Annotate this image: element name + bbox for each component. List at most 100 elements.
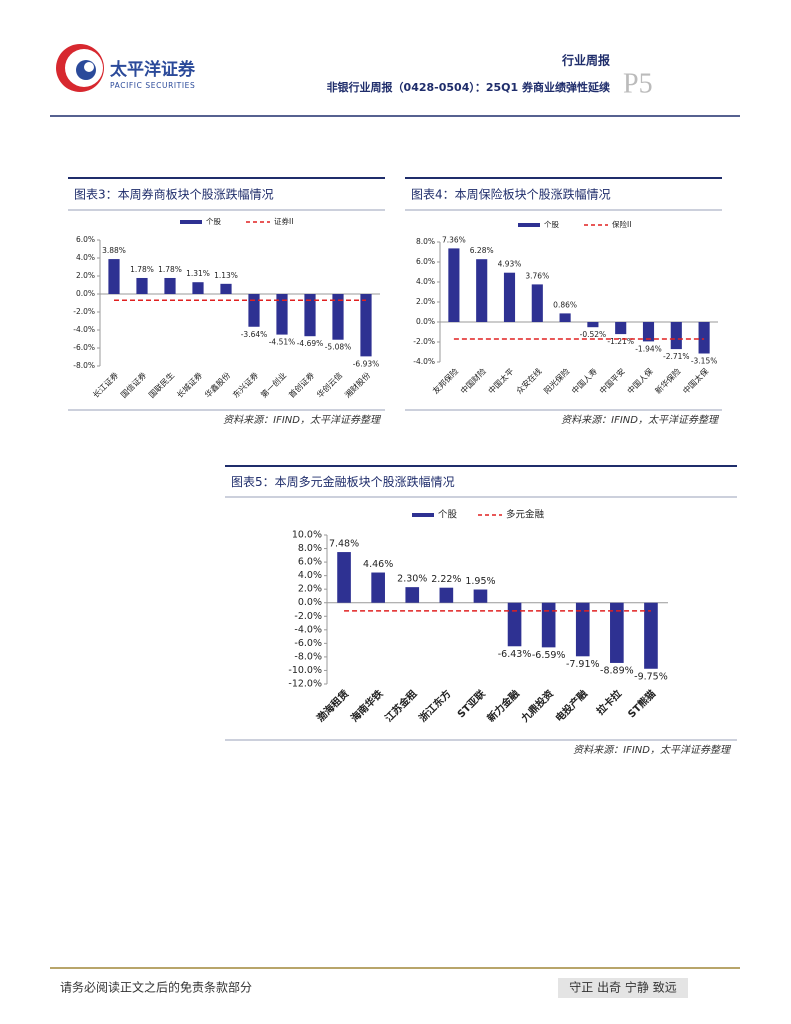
bar [337, 552, 351, 603]
bar [220, 283, 232, 294]
y-tick-label: 2.0% [416, 297, 435, 306]
value-label: -3.15% [691, 357, 718, 366]
y-tick-label: 2.0% [298, 584, 322, 595]
value-label: -1.94% [635, 344, 662, 353]
value-label: -6.59% [532, 650, 566, 661]
bar [644, 602, 658, 669]
x-tick-label: 电投产融 [553, 687, 590, 724]
x-tick-label: 国联民生 [146, 370, 176, 400]
bar [439, 587, 454, 603]
y-tick-label: -2.0% [294, 611, 322, 622]
motto: 守正 出奇 宁静 致远 [569, 980, 676, 995]
y-tick-label: 8.0% [298, 543, 322, 554]
x-tick-label: 众安在线 [514, 366, 544, 396]
y-tick-label: -6.0% [294, 638, 322, 649]
legend-label: 个股 [206, 217, 221, 226]
x-tick-label: ST熊猫 [625, 687, 658, 720]
bar [642, 322, 655, 342]
logo-cn: 太平洋证券 [110, 59, 196, 80]
legend-label: 证券II [274, 216, 293, 226]
bar [670, 322, 682, 350]
x-tick-label: 华创云信 [314, 370, 344, 400]
legend-swatch [518, 223, 540, 227]
value-label: 1.13% [214, 271, 238, 280]
value-label: 4.93% [498, 260, 522, 269]
motto-box [558, 978, 688, 998]
bar [360, 294, 372, 357]
section: 行业周报 [561, 53, 610, 68]
x-tick-label: 第一创业 [258, 370, 288, 400]
x-tick-label: ST亚联 [454, 687, 487, 720]
legend-swatch [412, 513, 434, 517]
chart-title: 图表4：本周保险板块个股涨跌幅情况 [411, 187, 611, 202]
y-tick-label: -12.0% [288, 679, 322, 690]
source-note: 资料来源：IFIND，太平洋证券整理 [561, 414, 720, 426]
bar [559, 313, 571, 322]
y-tick-label: 2.0% [76, 271, 95, 280]
y-tick-label: -10.0% [288, 665, 322, 676]
bar [448, 248, 460, 322]
y-tick-label: 4.0% [76, 253, 95, 262]
bar [575, 602, 590, 657]
y-tick-label: -4.0% [294, 624, 322, 635]
x-tick-label: 海南华铁 [348, 687, 385, 724]
legend-label: 个股 [544, 220, 559, 229]
bar [698, 322, 710, 354]
y-tick-label: -4.0% [413, 357, 435, 366]
x-tick-label: 中国太保 [681, 366, 711, 396]
y-tick-label: -8.0% [73, 361, 95, 370]
bar [164, 277, 176, 294]
value-label: -1.21% [607, 337, 634, 346]
value-label: -3.64% [241, 330, 268, 339]
bar [587, 322, 599, 328]
value-label: 4.46% [363, 559, 393, 570]
value-label: 7.36% [442, 235, 466, 244]
x-tick-label: 东兴证券 [230, 370, 260, 400]
x-tick-label: 国信证券 [118, 370, 148, 400]
y-tick-label: -2.0% [413, 337, 435, 346]
value-label: -2.71% [663, 352, 690, 361]
source-note: 资料来源：IFIND，太平洋证券整理 [573, 744, 732, 756]
y-tick-label: -8.0% [294, 651, 322, 662]
x-tick-label: 拉卡拉 [594, 687, 624, 717]
y-tick-label: 4.0% [416, 277, 435, 286]
value-label: -8.89% [600, 665, 634, 676]
bar [405, 587, 420, 603]
value-label: -4.51% [269, 338, 296, 347]
x-tick-label: 长城证券 [174, 370, 204, 400]
bar [304, 294, 316, 337]
y-tick-label: 6.0% [298, 557, 322, 568]
y-tick-label: 6.0% [76, 235, 95, 244]
x-tick-label: 友邦保险 [430, 366, 460, 396]
value-label: 6.28% [470, 246, 494, 255]
y-tick-label: 4.0% [298, 570, 322, 581]
value-label: 3.76% [525, 271, 549, 280]
value-label: 1.78% [158, 265, 182, 274]
x-tick-label: 华鑫股份 [202, 370, 232, 400]
bar [476, 259, 488, 322]
x-tick-label: 阳光保险 [542, 366, 572, 396]
bar [531, 284, 543, 322]
value-label: -4.69% [297, 339, 324, 348]
x-tick-label: 长江证券 [90, 370, 120, 400]
x-tick-label: 渤海租赁 [314, 687, 351, 724]
value-label: -0.52% [580, 330, 607, 339]
page-number: P5 [623, 68, 653, 99]
y-tick-label: 0.0% [416, 317, 435, 326]
x-tick-label: 中国太平 [486, 366, 516, 396]
bar [473, 589, 488, 603]
x-tick-label: 浙江东方 [416, 687, 453, 724]
value-label: 3.88% [102, 246, 126, 255]
value-label: -9.75% [634, 671, 668, 682]
x-tick-label: 中国财险 [458, 366, 488, 396]
source-note: 资料来源：IFIND，太平洋证券整理 [223, 414, 382, 426]
bar [248, 294, 260, 327]
legend-label: 多元金融 [506, 509, 545, 521]
y-tick-label: 8.0% [416, 237, 435, 246]
y-tick-label: -6.0% [73, 343, 95, 352]
legend-swatch [180, 220, 202, 224]
bar [541, 602, 556, 648]
bar [615, 322, 627, 335]
bar [371, 572, 385, 603]
